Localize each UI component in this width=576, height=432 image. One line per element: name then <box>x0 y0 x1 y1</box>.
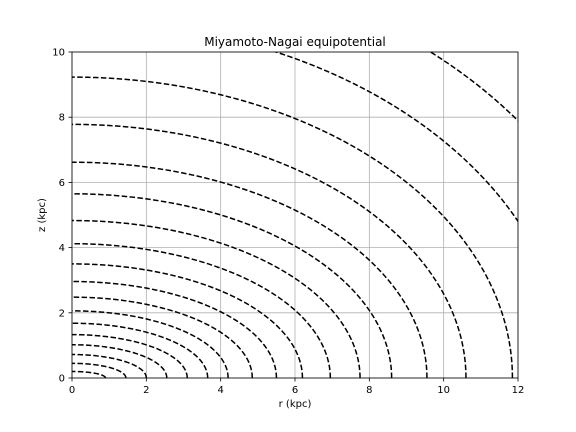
x-tick-label: 2 <box>143 385 149 396</box>
grid <box>71 51 519 379</box>
axis-ticks: 0 2 4 6 8 10 12 0 2 4 6 8 10 <box>52 48 524 397</box>
y-tick-label: 4 <box>59 243 65 254</box>
chart-title: Miyamoto-Nagai equipotential <box>204 35 386 49</box>
y-tick-label: 0 <box>59 374 65 385</box>
x-axis-label: r (kpc) <box>279 399 312 410</box>
contour-line-2 <box>72 362 127 378</box>
x-tick-label: 4 <box>217 385 223 396</box>
contour-lines <box>72 0 576 378</box>
contour-line-17 <box>273 52 518 223</box>
contour-line-6 <box>72 322 209 378</box>
contour-line-13 <box>72 193 393 378</box>
contour-line-15 <box>72 123 467 378</box>
x-tick-label: 6 <box>292 385 298 396</box>
y-tick-label: 6 <box>59 178 65 189</box>
y-axis-label: z (kpc) <box>37 198 48 232</box>
contour-line-14 <box>72 161 428 378</box>
contour-line-12 <box>72 219 361 378</box>
contour-line-8 <box>72 296 254 378</box>
contour-line-5 <box>72 333 188 378</box>
x-tick-label: 0 <box>69 385 75 396</box>
contour-line-18 <box>429 52 518 122</box>
contour-line-4 <box>72 344 168 378</box>
contour-line-9 <box>72 280 278 378</box>
x-tick-label: 8 <box>366 385 372 396</box>
contour-line-10 <box>72 263 304 378</box>
contour-line-19 <box>72 0 576 378</box>
x-tick-label: 12 <box>512 385 525 396</box>
contour-line-1 <box>72 370 107 378</box>
contour-line-16 <box>72 76 514 378</box>
contour-line-3 <box>72 353 148 378</box>
contour-line-11 <box>72 242 332 378</box>
y-tick-label: 2 <box>59 308 65 319</box>
y-tick-label: 8 <box>59 113 65 124</box>
x-tick-label: 10 <box>437 385 450 396</box>
contour-line-7 <box>72 310 229 378</box>
y-tick-label: 10 <box>52 48 65 59</box>
